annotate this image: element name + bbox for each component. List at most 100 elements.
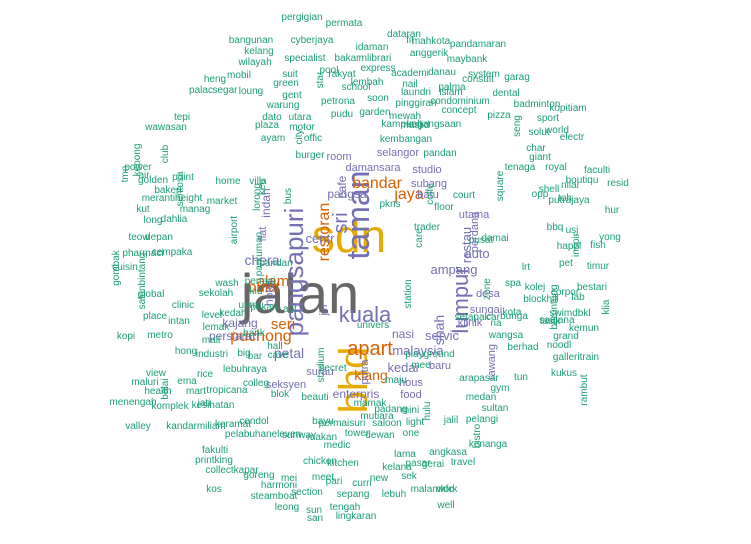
- cloud-word: world: [544, 125, 569, 136]
- cloud-word: fakulti: [202, 445, 228, 456]
- cloud-word: consult: [462, 74, 494, 85]
- cloud-word: depan: [145, 232, 173, 243]
- cloud-word: tropicana: [206, 385, 248, 396]
- cloud-word: idaman: [356, 42, 389, 53]
- cloud-word: kesihatan: [192, 400, 235, 411]
- cloud-word: chicken: [303, 456, 337, 467]
- cloud-word: resid: [607, 178, 629, 189]
- cloud-word: keramat: [215, 419, 251, 430]
- cloud-word: permata: [326, 18, 363, 29]
- cloud-word: seri: [271, 316, 295, 333]
- cloud-word: tenaga: [505, 162, 536, 173]
- cloud-word: kepong: [132, 144, 143, 177]
- cloud-word: auto: [464, 246, 489, 261]
- cloud-word: cafe: [335, 175, 349, 198]
- cloud-word: cave: [267, 350, 289, 361]
- cloud-word: sepang: [337, 489, 370, 500]
- cloud-word: printking: [195, 455, 233, 466]
- cloud-word: opp: [532, 189, 549, 200]
- cloud-word: restoran: [316, 203, 333, 262]
- cloud-word: city: [294, 130, 305, 145]
- cloud-word: sungai: [470, 304, 502, 316]
- cloud-word: point: [172, 172, 194, 183]
- cloud-word: pharmaci: [122, 248, 163, 259]
- cloud-word: utama: [459, 209, 490, 221]
- cloud-word: sunway: [282, 430, 316, 441]
- cloud-word: secret: [319, 363, 346, 374]
- cloud-word: putrajaya: [548, 195, 590, 206]
- cloud-word: pinggiran: [395, 98, 436, 109]
- cloud-word: menengah: [109, 397, 156, 408]
- cloud-word: kopitiam: [549, 103, 586, 114]
- cloud-word: light: [406, 417, 425, 428]
- cloud-word: inspir: [571, 232, 582, 257]
- cloud-word: pelangi: [466, 414, 498, 425]
- cloud-word: islam: [439, 87, 462, 98]
- cloud-word: colleg: [243, 378, 269, 389]
- cloud-word: pari: [326, 476, 343, 487]
- cloud-word: valley: [125, 421, 151, 432]
- cloud-word: place: [143, 311, 167, 322]
- cloud-word: shell: [539, 184, 560, 195]
- cloud-word: industri: [196, 349, 228, 360]
- cloud-word: kedah: [219, 308, 246, 319]
- cloud-word: sultan: [482, 403, 509, 414]
- cloud-word: burger: [296, 150, 326, 161]
- cloud-word: berhad: [507, 342, 538, 353]
- cloud-word: pet: [559, 258, 573, 269]
- cloud-word: sekolah: [199, 288, 233, 299]
- cloud-word: arapasar: [459, 373, 499, 384]
- cloud-word: giant: [529, 152, 551, 163]
- cloud-word: pekan: [250, 302, 277, 313]
- cloud-word: jaya: [393, 186, 423, 203]
- cloud-word: pandan: [259, 258, 292, 269]
- cloud-word: univers: [357, 320, 389, 331]
- cloud-word: bbq: [547, 222, 564, 233]
- cloud-word: hotel: [262, 280, 276, 306]
- cloud-word: metro: [147, 330, 173, 341]
- cloud-word: lebuh: [382, 489, 406, 500]
- cloud-word: coffe: [425, 183, 436, 205]
- cloud-word: work: [435, 484, 458, 495]
- cloud-word: steamboat: [251, 491, 298, 502]
- cloud-word: station: [403, 279, 414, 308]
- cloud-word: manag: [180, 204, 211, 215]
- cloud-word: san: [307, 513, 323, 524]
- cloud-word: mlibrari: [359, 53, 392, 64]
- cloud-word: lama: [394, 449, 416, 460]
- cloud-word: kee: [257, 179, 268, 196]
- cloud-word: malamkfc: [411, 484, 454, 495]
- cloud-word: intan: [168, 316, 190, 327]
- cloud-word: kelang: [244, 46, 273, 57]
- cloud-word: pandan: [423, 148, 456, 159]
- cloud-word: travel: [451, 457, 475, 468]
- cloud-word: jati: [197, 398, 211, 409]
- cloud-word: harmoni: [261, 480, 297, 491]
- cloud-word: ukm: [239, 300, 258, 311]
- cloud-word: bar: [248, 351, 263, 362]
- cloud-word: persiaran: [209, 329, 259, 343]
- cloud-word: char: [526, 143, 546, 154]
- cloud-word: maluri: [131, 377, 158, 388]
- cloud-word: yong: [599, 232, 621, 243]
- cloud-word: kembangan: [380, 134, 432, 145]
- cloud-word: lrt: [522, 262, 531, 273]
- cloud-word: condominium: [430, 96, 489, 107]
- cloud-word: pergigian: [281, 12, 322, 23]
- cloud-word: corpor: [551, 287, 580, 298]
- cloud-word: rambut: [579, 374, 590, 405]
- cloud-word: electr: [560, 132, 585, 143]
- cloud-word: sdn: [312, 210, 386, 262]
- cloud-word: academi: [391, 68, 429, 79]
- cloud-word: usj: [566, 225, 579, 236]
- cloud-word: puchong: [230, 328, 291, 345]
- cloud-word: alam: [257, 273, 290, 290]
- cloud-word: subang: [411, 178, 447, 190]
- cloud-word: soon: [367, 93, 389, 104]
- cloud-word: big: [237, 348, 250, 359]
- cloud-word: pkns: [379, 199, 400, 210]
- cloud-word: air: [138, 170, 150, 181]
- cloud-word: servic: [425, 328, 459, 343]
- cloud-word: hur: [605, 205, 620, 216]
- cloud-word: nail: [402, 79, 418, 90]
